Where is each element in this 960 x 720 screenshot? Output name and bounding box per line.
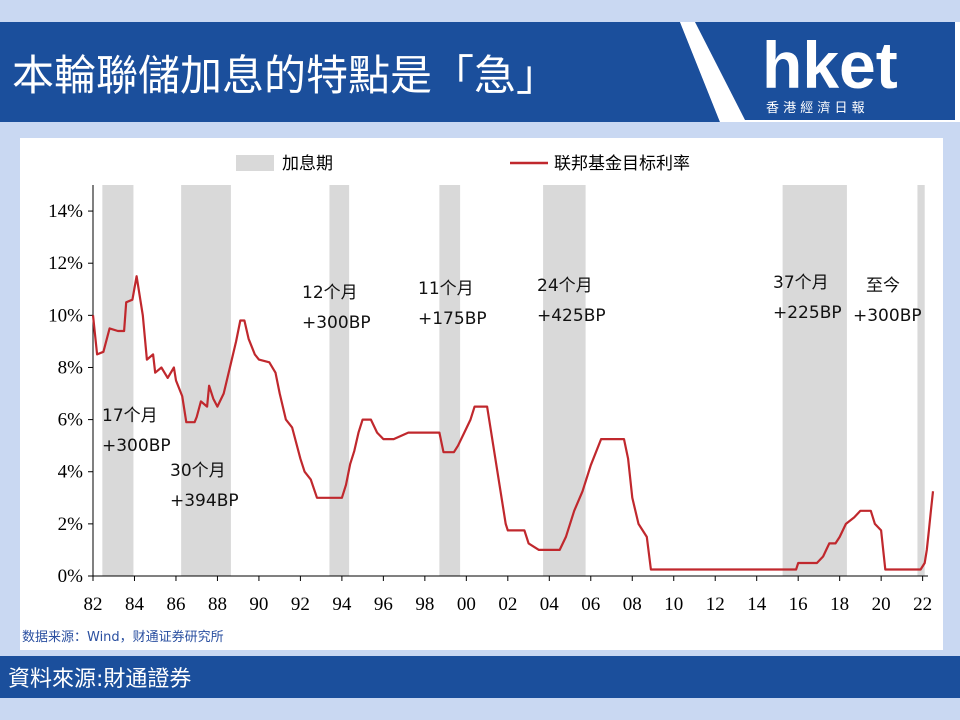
shaded-period [439,185,461,576]
x-tick-label: 08 [623,594,642,615]
x-tick-label: 20 [872,594,891,615]
annotation: +394BP [170,491,239,511]
annotation: +425BP [537,306,606,326]
footer-bar [0,656,960,698]
annotation: 11个月 [418,279,474,299]
x-tick-label: 96 [374,594,393,615]
x-tick-label: 00 [457,594,476,615]
shaded-period [181,185,231,576]
legend-label: 加息期 [282,154,333,174]
y-tick-label: 10% [48,305,83,326]
data-line [91,275,935,571]
annotation: 24个月 [537,276,593,296]
y-tick-label: 8% [58,357,84,378]
x-tick-label: 16 [789,594,808,615]
annotation: +300BP [853,306,922,326]
x-tick-label: 10 [664,594,683,615]
x-tick-label: 90 [249,594,268,615]
x-tick-label: 22 [913,594,932,615]
y-tick-label: 14% [48,201,83,222]
title-bar [0,22,720,122]
shaded-period [917,185,925,576]
title: 本輪聯儲加息的特點是「急」 [12,51,558,100]
x-tick-label: 98 [415,594,434,615]
logo-name: hket [762,28,898,102]
annotation: +225BP [773,303,842,323]
y-tick-label: 2% [58,514,84,535]
annotation: +300BP [102,436,171,456]
legend-label: 联邦基金目标利率 [554,154,690,174]
y-tick-label: 6% [58,410,84,431]
x-tick-label: 94 [332,594,352,615]
logo-subtitle: 香 港 經 濟 日 報 [766,100,865,116]
shaded-period [102,185,134,576]
annotation: +300BP [302,313,371,333]
x-tick-label: 12 [706,594,725,615]
x-tick-label: 86 [166,594,185,615]
x-tick-label: 14 [747,594,767,615]
y-tick-label: 0% [58,566,84,587]
x-tick-label: 02 [498,594,517,615]
annotation: 12个月 [302,283,358,303]
logo-box [695,22,955,120]
y-tick-label: 12% [48,253,83,274]
plot: 加息期 联邦基金目标利率 0% 2% 4% 6% 8% 10% 12% 14% 82 84 86 88 90… [48,154,935,615]
annotation: 37个月 [773,273,829,293]
x-tick-label: 82 [84,594,103,615]
shaded-period [782,185,847,576]
chart-note: 数据来源：Wind，财通证券研究所 [22,629,224,645]
x-tick-label: 88 [208,594,227,615]
x-tick-label: 92 [291,594,310,615]
y-tick-label: 4% [58,462,84,483]
annotation: 17个月 [102,406,158,426]
footer-source: 資料來源:財通證券 [8,667,191,692]
annotation: 至今 [866,276,900,296]
annotation: 30个月 [170,461,226,481]
legend-swatch [236,155,274,171]
shaded-period [329,185,350,576]
x-tick-label: 04 [540,594,560,615]
annotation: +175BP [418,309,487,329]
x-tick-label: 84 [125,594,145,615]
x-tick-label: 18 [830,594,849,615]
shaded-period [543,185,586,576]
x-tick-label: 06 [581,594,600,615]
